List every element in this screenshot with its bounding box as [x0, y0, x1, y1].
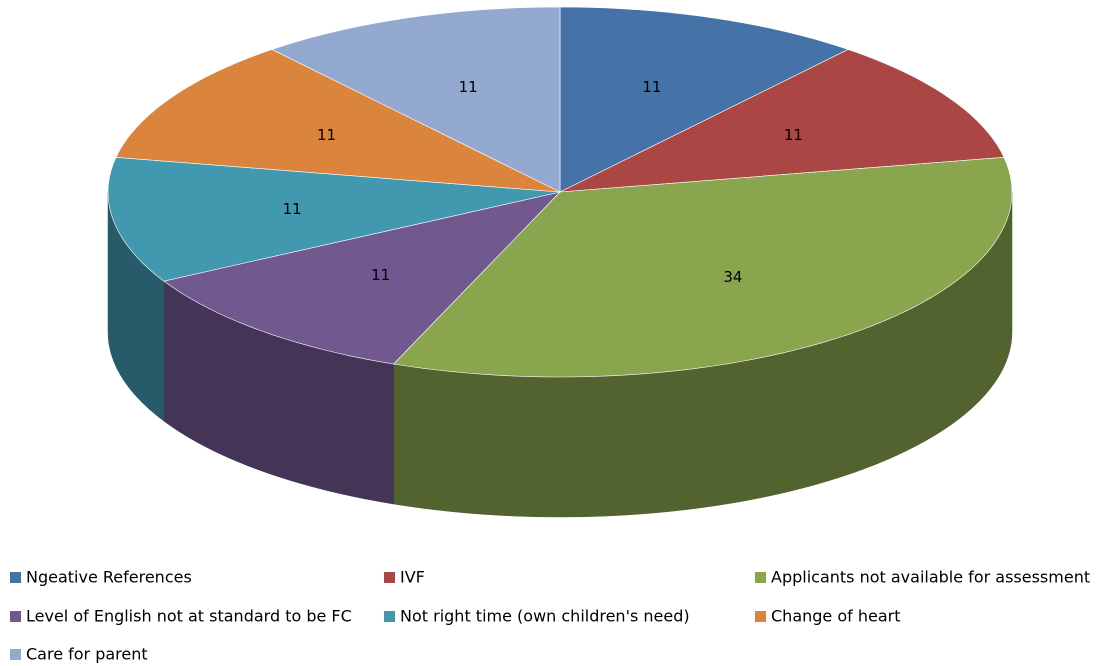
data-label: 11	[642, 78, 661, 96]
legend-swatch	[755, 572, 766, 583]
data-label: 11	[371, 266, 390, 284]
legend-label: Not right time (own children's need)	[400, 607, 690, 626]
legend-label: Ngeative References	[26, 568, 192, 587]
slice	[559, 49, 1005, 193]
legend-swatch	[384, 611, 395, 622]
data-label: 11	[317, 126, 336, 144]
data-label: 34	[723, 268, 742, 286]
data-label: 11	[459, 78, 478, 96]
slice	[392, 157, 1013, 378]
slice	[107, 157, 561, 282]
slice	[271, 6, 561, 193]
slice	[115, 49, 561, 193]
legend-label: Care for parent	[26, 645, 148, 664]
legend-swatch	[10, 611, 21, 622]
legend-swatch	[755, 611, 766, 622]
legend-swatch	[10, 649, 21, 660]
legend-label: Applicants not available for assessment	[771, 568, 1090, 587]
legend-swatch	[384, 572, 395, 583]
legend-label: Change of heart	[771, 607, 901, 626]
legend-label: IVF	[400, 568, 425, 587]
legend-label: Level of English not at standard to be F…	[26, 607, 352, 626]
data-label: 11	[283, 200, 302, 218]
slice	[559, 6, 849, 193]
data-label: 11	[784, 126, 803, 144]
slice	[163, 191, 561, 365]
legend-swatch	[10, 572, 21, 583]
